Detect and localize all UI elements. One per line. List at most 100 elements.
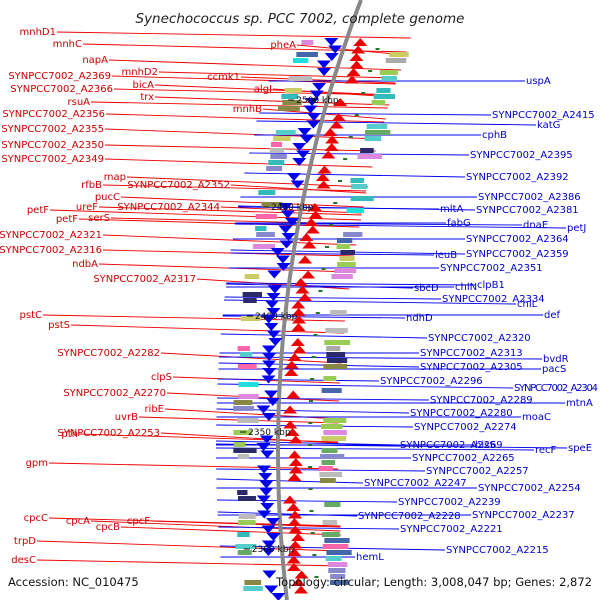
reverse-gene-label: recF xyxy=(535,445,557,456)
reverse-gene-arrow xyxy=(268,338,283,346)
reverse-leader-line xyxy=(235,222,523,226)
minor-tick xyxy=(321,268,326,270)
forward-gene-arrow xyxy=(308,210,323,219)
forward-gene-arrow xyxy=(286,503,301,511)
forward-leader-line xyxy=(90,520,341,532)
forward-gene-arrow xyxy=(291,578,306,586)
forward-gene-arrow xyxy=(291,308,306,316)
minor-tick xyxy=(333,202,338,204)
reverse-gene-arrow xyxy=(264,300,279,309)
feature-block xyxy=(322,520,338,525)
reverse-leader-line xyxy=(234,223,567,229)
tick-label: 2400 kbp xyxy=(255,312,298,322)
reverse-gene-arrow xyxy=(260,450,275,459)
feature-block xyxy=(340,250,356,255)
reverse-gene-arrow xyxy=(306,113,321,121)
reverse-gene-arrow xyxy=(280,210,295,219)
reverse-gene-label: SYNPCC7002_A2221 xyxy=(400,524,503,535)
reverse-gene-arrow xyxy=(316,60,331,69)
reverse-gene-label: SYNPCC7002_A2386 xyxy=(478,192,581,203)
reverse-leader-line xyxy=(217,383,514,389)
forward-gene-arrow xyxy=(286,563,301,571)
forward-gene-label: SYNPCC7002_A2356 xyxy=(2,109,105,120)
forward-gene-label: cpcB xyxy=(96,522,120,533)
forward-gene-label: serS xyxy=(88,213,110,224)
reverse-gene-arrow xyxy=(261,315,276,324)
feature-block xyxy=(269,148,285,153)
reverse-gene-label: ndhD xyxy=(406,313,433,324)
feature-block xyxy=(371,100,386,105)
reverse-gene-arrow xyxy=(266,518,281,526)
reverse-gene-arrow xyxy=(261,540,276,549)
backbone-arc xyxy=(276,0,363,600)
reverse-gene-label: bvdR xyxy=(543,354,569,365)
forward-gene-label: bicA xyxy=(133,80,155,91)
reverse-leader-line xyxy=(256,120,537,126)
forward-gene-label: SYNPCC7002_A2350 xyxy=(1,140,104,151)
reverse-gene-label: cphB xyxy=(482,130,507,141)
feature-block xyxy=(324,502,341,507)
minor-tick xyxy=(309,400,314,402)
feature-block xyxy=(381,76,397,81)
forward-leader-line xyxy=(230,184,367,194)
forward-gene-arrow xyxy=(292,345,307,354)
forward-gene-arrow xyxy=(288,458,303,466)
genome-backbone xyxy=(276,0,363,600)
feature-block xyxy=(284,88,302,93)
reverse-gene-label: chlL xyxy=(517,299,538,310)
forward-gene-label: map xyxy=(104,172,126,183)
reverse-gene-label: SYNPCC7002_A2359 xyxy=(466,249,569,260)
tick-label: 2450 kbp xyxy=(271,203,314,213)
feature-block xyxy=(388,52,409,57)
reverse-gene-arrow xyxy=(266,330,281,339)
forward-gene-label: cpcC xyxy=(24,513,48,524)
reverse-gene-arrow xyxy=(278,225,293,234)
reverse-gene-label: moaC xyxy=(522,412,551,423)
forward-gene-label: cpcF xyxy=(127,516,150,527)
forward-gene-arrow xyxy=(329,120,344,129)
feature-block xyxy=(323,430,347,435)
reverse-leader-line xyxy=(244,172,466,178)
forward-gene-arrow xyxy=(346,68,361,76)
reverse-leader-line xyxy=(217,378,380,382)
minor-tick xyxy=(343,158,348,160)
reverse-gene-arrow xyxy=(259,480,274,489)
reverse-gene-arrow xyxy=(275,255,290,264)
forward-gene-label: petF xyxy=(27,205,49,216)
reverse-gene-arrow xyxy=(278,203,293,211)
reverse-leader-line xyxy=(215,440,400,446)
forward-gene-label: SYNPCC7002_A2369 xyxy=(8,71,111,82)
feature-block xyxy=(233,448,257,453)
forward-gene-label: SYNPCC7002_A2355 xyxy=(1,124,104,135)
forward-leader-line xyxy=(82,43,407,53)
minor-tick xyxy=(354,114,359,116)
kbp-ticks: 2500 kbp 2450 kbp 2400 kbp 2350 kbp 2300 kbp xyxy=(240,48,380,578)
reverse-gene-arrow xyxy=(262,570,277,579)
forward-gene-arrow xyxy=(291,323,306,331)
feature-block xyxy=(321,388,342,393)
reverse-gene-arrow xyxy=(312,83,327,91)
forward-gene-label: napA xyxy=(82,55,108,66)
feature-blocks xyxy=(233,40,409,591)
reverse-gene-label: katG xyxy=(537,120,560,131)
feature-block xyxy=(379,70,398,75)
feature-block xyxy=(334,268,357,273)
forward-gene-label: algI xyxy=(254,84,272,95)
reverse-gene-label: dnaE xyxy=(523,220,548,231)
forward-gene-label: mnhC xyxy=(53,39,82,50)
feature-block xyxy=(237,364,257,369)
feature-block xyxy=(343,232,363,237)
feature-block xyxy=(330,574,346,579)
reverse-leader-line xyxy=(230,252,435,256)
forward-gene-arrow xyxy=(282,495,297,504)
reverse-gene-label: SYNPCC7002_A2239 xyxy=(398,497,501,508)
reverse-gene-label: SYNPCC7002_A2280 xyxy=(410,408,513,419)
feature-block xyxy=(275,130,296,135)
reverse-gene-label: uspA xyxy=(526,76,551,87)
forward-gene-arrow xyxy=(317,165,332,174)
reverse-gene-arrow xyxy=(264,390,279,399)
reverse-leader-line xyxy=(215,447,535,451)
reverse-gene-arrow xyxy=(281,233,296,241)
feature-block xyxy=(301,40,314,45)
gene-arrows xyxy=(256,38,368,600)
